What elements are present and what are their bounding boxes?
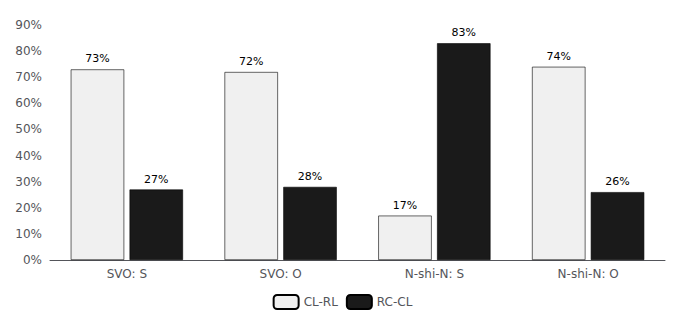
svg-text:74%: 74% — [547, 50, 571, 63]
svg-text:20%: 20% — [15, 201, 42, 215]
svg-text:60%: 60% — [15, 96, 42, 110]
svg-text:26%: 26% — [605, 175, 629, 188]
svg-text:90%: 90% — [15, 18, 42, 32]
svg-text:N-shi-N: O: N-shi-N: O — [558, 267, 619, 281]
svg-text:30%: 30% — [15, 175, 42, 189]
svg-text:CL-RL: CL-RL — [304, 295, 339, 309]
svg-text:N-shi-N: S: N-shi-N: S — [405, 267, 464, 281]
svg-text:83%: 83% — [452, 26, 476, 39]
svg-text:70%: 70% — [15, 70, 42, 84]
svg-text:0%: 0% — [23, 253, 42, 267]
svg-text:28%: 28% — [298, 170, 322, 183]
svg-text:17%: 17% — [393, 199, 417, 212]
svg-text:RC-CL: RC-CL — [377, 295, 413, 309]
svg-text:72%: 72% — [239, 55, 263, 68]
svg-text:50%: 50% — [15, 122, 42, 136]
svg-text:SVO: S: SVO: S — [107, 267, 147, 281]
svg-text:27%: 27% — [144, 173, 168, 186]
svg-text:40%: 40% — [15, 149, 42, 163]
svg-text:SVO: O: SVO: O — [260, 267, 302, 281]
svg-text:10%: 10% — [15, 227, 42, 241]
svg-text:73%: 73% — [85, 52, 109, 65]
svg-text:80%: 80% — [15, 44, 42, 58]
